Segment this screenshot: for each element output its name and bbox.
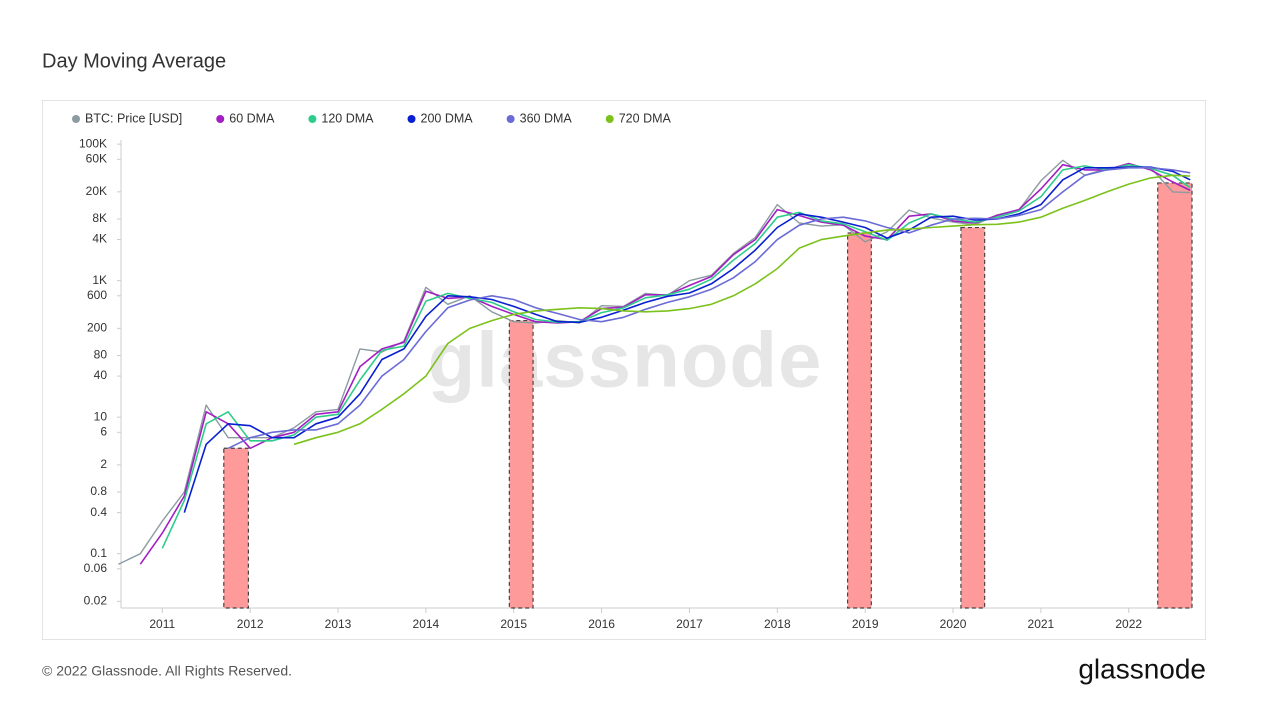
series-line xyxy=(161,163,1191,549)
legend-marker xyxy=(216,115,225,123)
legend-marker xyxy=(407,115,416,123)
y-tick-label: 200 xyxy=(87,321,107,335)
drawdown-region xyxy=(960,226,986,609)
y-tick-label: 600 xyxy=(87,288,107,302)
x-tick-label: 2021 xyxy=(1028,617,1055,631)
chart-title: Day Moving Average xyxy=(42,50,226,72)
legend-label: 60 DMA xyxy=(229,111,275,125)
y-tick-label: 40 xyxy=(94,368,108,382)
series-line xyxy=(293,174,1191,446)
drawdown-region xyxy=(1157,182,1193,609)
y-tick-label: 20K xyxy=(86,184,107,198)
y-tick-label: 4K xyxy=(92,232,107,246)
legend-label: 720 DMA xyxy=(619,111,672,125)
legend-label: 200 DMA xyxy=(421,111,474,125)
legend-label: BTC: Price [USD] xyxy=(85,111,182,125)
x-tick-label: 2012 xyxy=(237,617,264,631)
series-line xyxy=(227,167,1191,450)
x-tick-label: 2017 xyxy=(676,617,703,631)
y-tick-label: 60K xyxy=(86,151,107,165)
legend-marker xyxy=(308,115,317,123)
x-tick-label: 2018 xyxy=(764,617,791,631)
legend-marker xyxy=(605,115,614,123)
footer: © 2022 Glassnode. All Rights Reserved. xyxy=(42,663,292,679)
legend-marker xyxy=(506,115,515,123)
x-tick-label: 2011 xyxy=(149,617,175,631)
x-tick-label: 2016 xyxy=(588,617,615,631)
y-tick-label: 8K xyxy=(92,211,107,225)
drawdown-region xyxy=(223,447,249,609)
x-tick-label: 2022 xyxy=(1115,617,1142,631)
y-tick-label: 0.8 xyxy=(90,484,107,498)
legend-label: 120 DMA xyxy=(321,111,374,125)
x-tick-label: 2015 xyxy=(500,617,527,631)
x-tick-label: 2013 xyxy=(325,617,352,631)
x-tick-label: 2020 xyxy=(940,617,967,631)
y-tick-label: 0.4 xyxy=(90,505,107,519)
y-tick-label: 0.06 xyxy=(84,561,108,575)
y-tick-label: 100K xyxy=(79,136,107,150)
legend-marker xyxy=(72,115,80,123)
y-tick-label: 2 xyxy=(100,457,107,471)
y-tick-label: 0.02 xyxy=(84,594,108,608)
x-tick-label: 2019 xyxy=(852,617,879,631)
y-tick-label: 80 xyxy=(94,348,108,362)
legend-label: 360 DMA xyxy=(520,111,573,125)
y-tick-label: 1K xyxy=(92,273,107,287)
drawdown-region xyxy=(846,232,872,609)
y-tick-label: 10 xyxy=(94,409,108,423)
watermark: glassnode xyxy=(428,316,823,404)
x-tick-label: 2014 xyxy=(413,617,440,631)
plot: 100K60K20K8K4K1K600200804010620.80.40.10… xyxy=(72,111,1193,631)
y-tick-label: 0.1 xyxy=(90,546,107,560)
drawdown-region xyxy=(508,319,534,609)
series-line xyxy=(183,166,1191,513)
brand-logo: glassnode xyxy=(1078,653,1206,684)
y-tick-label: 6 xyxy=(100,424,107,438)
